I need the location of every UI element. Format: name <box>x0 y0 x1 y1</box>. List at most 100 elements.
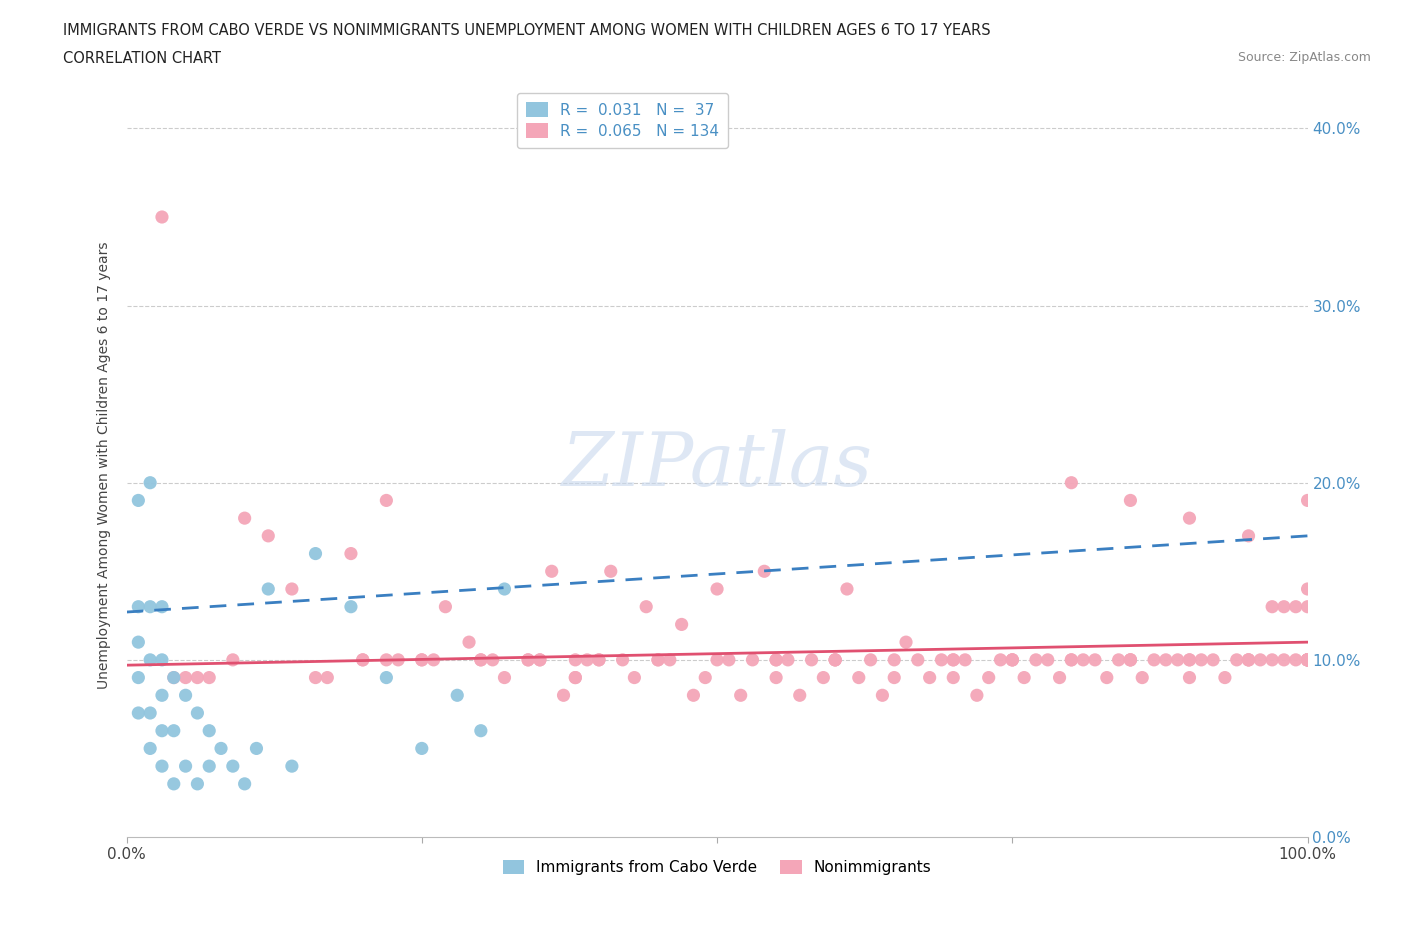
Point <box>1272 599 1295 614</box>
Point <box>494 581 516 596</box>
Point <box>139 599 162 614</box>
Point <box>824 653 846 668</box>
Point <box>824 653 846 668</box>
Point <box>671 617 693 631</box>
Point <box>706 653 728 668</box>
Point <box>163 671 186 685</box>
Point <box>824 653 846 668</box>
Point <box>1001 653 1024 668</box>
Point <box>1202 653 1225 668</box>
Point <box>529 653 551 668</box>
Point <box>198 724 221 738</box>
Point <box>953 653 976 668</box>
Point <box>1167 653 1189 668</box>
Point <box>1296 493 1319 508</box>
Point <box>540 564 562 578</box>
Point <box>222 759 245 774</box>
Point <box>1060 475 1083 490</box>
Point <box>1189 653 1212 668</box>
Point <box>375 671 398 685</box>
Point <box>918 671 941 685</box>
Point <box>1237 653 1260 668</box>
Point <box>907 653 929 668</box>
Point <box>835 581 858 596</box>
Point <box>977 671 1000 685</box>
Point <box>1178 671 1201 685</box>
Point <box>411 741 433 756</box>
Point <box>1178 511 1201 525</box>
Point <box>1060 653 1083 668</box>
Point <box>198 759 221 774</box>
Point <box>872 688 894 703</box>
Point <box>1237 528 1260 543</box>
Point <box>706 581 728 596</box>
Point <box>1285 599 1308 614</box>
Point <box>139 475 162 490</box>
Point <box>375 493 398 508</box>
Point <box>340 599 363 614</box>
Point <box>281 759 304 774</box>
Point <box>1296 653 1319 668</box>
Point <box>352 653 374 668</box>
Point <box>942 671 965 685</box>
Point <box>564 671 586 685</box>
Point <box>150 653 173 668</box>
Point <box>139 741 162 756</box>
Point <box>127 634 149 649</box>
Point <box>1296 653 1319 668</box>
Point <box>1296 581 1319 596</box>
Point <box>789 688 811 703</box>
Point <box>127 706 149 721</box>
Point <box>411 653 433 668</box>
Point <box>150 209 173 224</box>
Point <box>894 634 917 649</box>
Point <box>1296 653 1319 668</box>
Point <box>233 777 256 791</box>
Point <box>494 671 516 685</box>
Point <box>1130 671 1153 685</box>
Point <box>1049 671 1071 685</box>
Point <box>257 581 280 596</box>
Point <box>1226 653 1249 668</box>
Point <box>1249 653 1271 668</box>
Point <box>233 511 256 525</box>
Point <box>174 759 197 774</box>
Point <box>174 688 197 703</box>
Point <box>1084 653 1107 668</box>
Point <box>209 741 232 756</box>
Point <box>186 777 208 791</box>
Point <box>1296 599 1319 614</box>
Point <box>1095 671 1118 685</box>
Point <box>186 671 208 685</box>
Point <box>375 653 398 668</box>
Point <box>470 653 492 668</box>
Point <box>150 724 173 738</box>
Point <box>859 653 882 668</box>
Point <box>1119 653 1142 668</box>
Point <box>1119 653 1142 668</box>
Point <box>623 671 645 685</box>
Point <box>245 741 267 756</box>
Point <box>612 653 634 668</box>
Point <box>163 777 186 791</box>
Y-axis label: Unemployment Among Women with Children Ages 6 to 17 years: Unemployment Among Women with Children A… <box>97 241 111 689</box>
Point <box>765 671 787 685</box>
Point <box>1237 653 1260 668</box>
Point <box>942 653 965 668</box>
Point <box>222 653 245 668</box>
Point <box>695 671 717 685</box>
Point <box>1178 653 1201 668</box>
Point <box>411 653 433 668</box>
Point <box>470 724 492 738</box>
Point <box>150 688 173 703</box>
Point <box>470 653 492 668</box>
Point <box>1296 653 1319 668</box>
Point <box>127 671 149 685</box>
Point <box>564 653 586 668</box>
Point <box>163 724 186 738</box>
Point <box>1296 653 1319 668</box>
Point <box>517 653 540 668</box>
Point <box>717 653 740 668</box>
Point <box>352 653 374 668</box>
Point <box>990 653 1012 668</box>
